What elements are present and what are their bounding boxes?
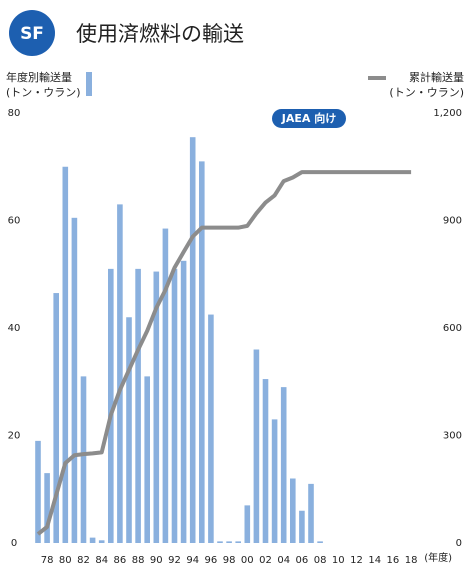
bar	[280, 387, 287, 543]
x-tick-label: 92	[168, 555, 181, 566]
bar	[162, 228, 169, 543]
x-tick-label: 88	[132, 555, 145, 566]
bar	[108, 268, 114, 543]
y2-axis-label: (トン・ウラン)	[389, 86, 464, 99]
legend-label: 年度別輸送量	[6, 70, 72, 84]
x-tick-label: 08	[314, 555, 327, 566]
bar	[199, 161, 205, 543]
bar	[80, 376, 87, 543]
y2-tick-label: 1,200	[433, 108, 462, 119]
bar	[89, 537, 96, 543]
x-tick-label: 96	[205, 555, 218, 566]
x-tick-label: 00	[241, 555, 254, 566]
x-tick-label: 80	[59, 555, 72, 566]
x-tick-label: 14	[368, 555, 381, 566]
bar	[117, 204, 123, 543]
bar	[308, 483, 314, 543]
bar	[53, 293, 59, 543]
y-tick-label: 80	[8, 108, 21, 119]
bar	[126, 317, 132, 543]
x-tick-label: 98	[223, 555, 236, 566]
bar	[35, 440, 41, 543]
y-tick-label: 60	[8, 216, 21, 227]
bar	[244, 505, 251, 543]
bar	[217, 541, 223, 543]
bar	[299, 510, 305, 543]
y-tick-label: 0	[11, 538, 17, 549]
y2-tick-label: 300	[443, 431, 462, 442]
y-axis-label: (トン・ウラン)	[6, 86, 81, 99]
x-tick-label: 94	[186, 555, 199, 566]
badge	[9, 10, 55, 56]
bar	[235, 541, 241, 543]
bar	[98, 540, 105, 543]
x-tick-label: 04	[277, 555, 290, 566]
bar	[44, 473, 50, 543]
x-tick-label: 16	[387, 555, 400, 566]
bar	[62, 166, 69, 543]
x-tick-label: 18	[405, 555, 418, 566]
x-tick-label: 12	[350, 555, 363, 566]
legend-label: 累計輸送量	[409, 70, 464, 84]
badge-text: SF	[20, 24, 44, 44]
bar	[144, 376, 150, 543]
bar	[71, 217, 78, 543]
y-tick-label: 20	[8, 431, 21, 442]
y2-tick-label: 0	[456, 538, 462, 549]
x-tick-label: 82	[77, 555, 90, 566]
x-tick-label: 90	[150, 555, 163, 566]
bar	[135, 268, 141, 543]
bar	[226, 541, 232, 543]
x-axis-unit: (年度)	[424, 551, 452, 564]
bar	[180, 260, 187, 543]
x-tick-label: 10	[332, 555, 345, 566]
legend-swatch	[86, 72, 92, 96]
chart-title: 使用済燃料の輸送	[76, 22, 244, 46]
bar	[271, 419, 278, 543]
annotation-badge	[272, 109, 346, 128]
bar	[208, 314, 214, 543]
bar	[253, 349, 260, 543]
bar	[171, 268, 178, 543]
x-tick-label: 86	[114, 555, 127, 566]
bar	[153, 271, 160, 543]
x-tick-label: 84	[95, 555, 108, 566]
annotation: JAEA 向け	[281, 111, 336, 125]
x-tick-label: 78	[41, 555, 54, 566]
y-tick-label: 40	[8, 323, 21, 334]
bar	[262, 379, 269, 543]
bar	[189, 137, 196, 543]
y2-tick-label: 600	[443, 323, 462, 334]
y2-tick-label: 900	[443, 216, 462, 227]
bar	[290, 478, 296, 543]
cumulative-line	[36, 170, 412, 536]
x-tick-label: 02	[259, 555, 272, 566]
x-tick-label: 06	[296, 555, 309, 566]
bar	[317, 541, 323, 543]
